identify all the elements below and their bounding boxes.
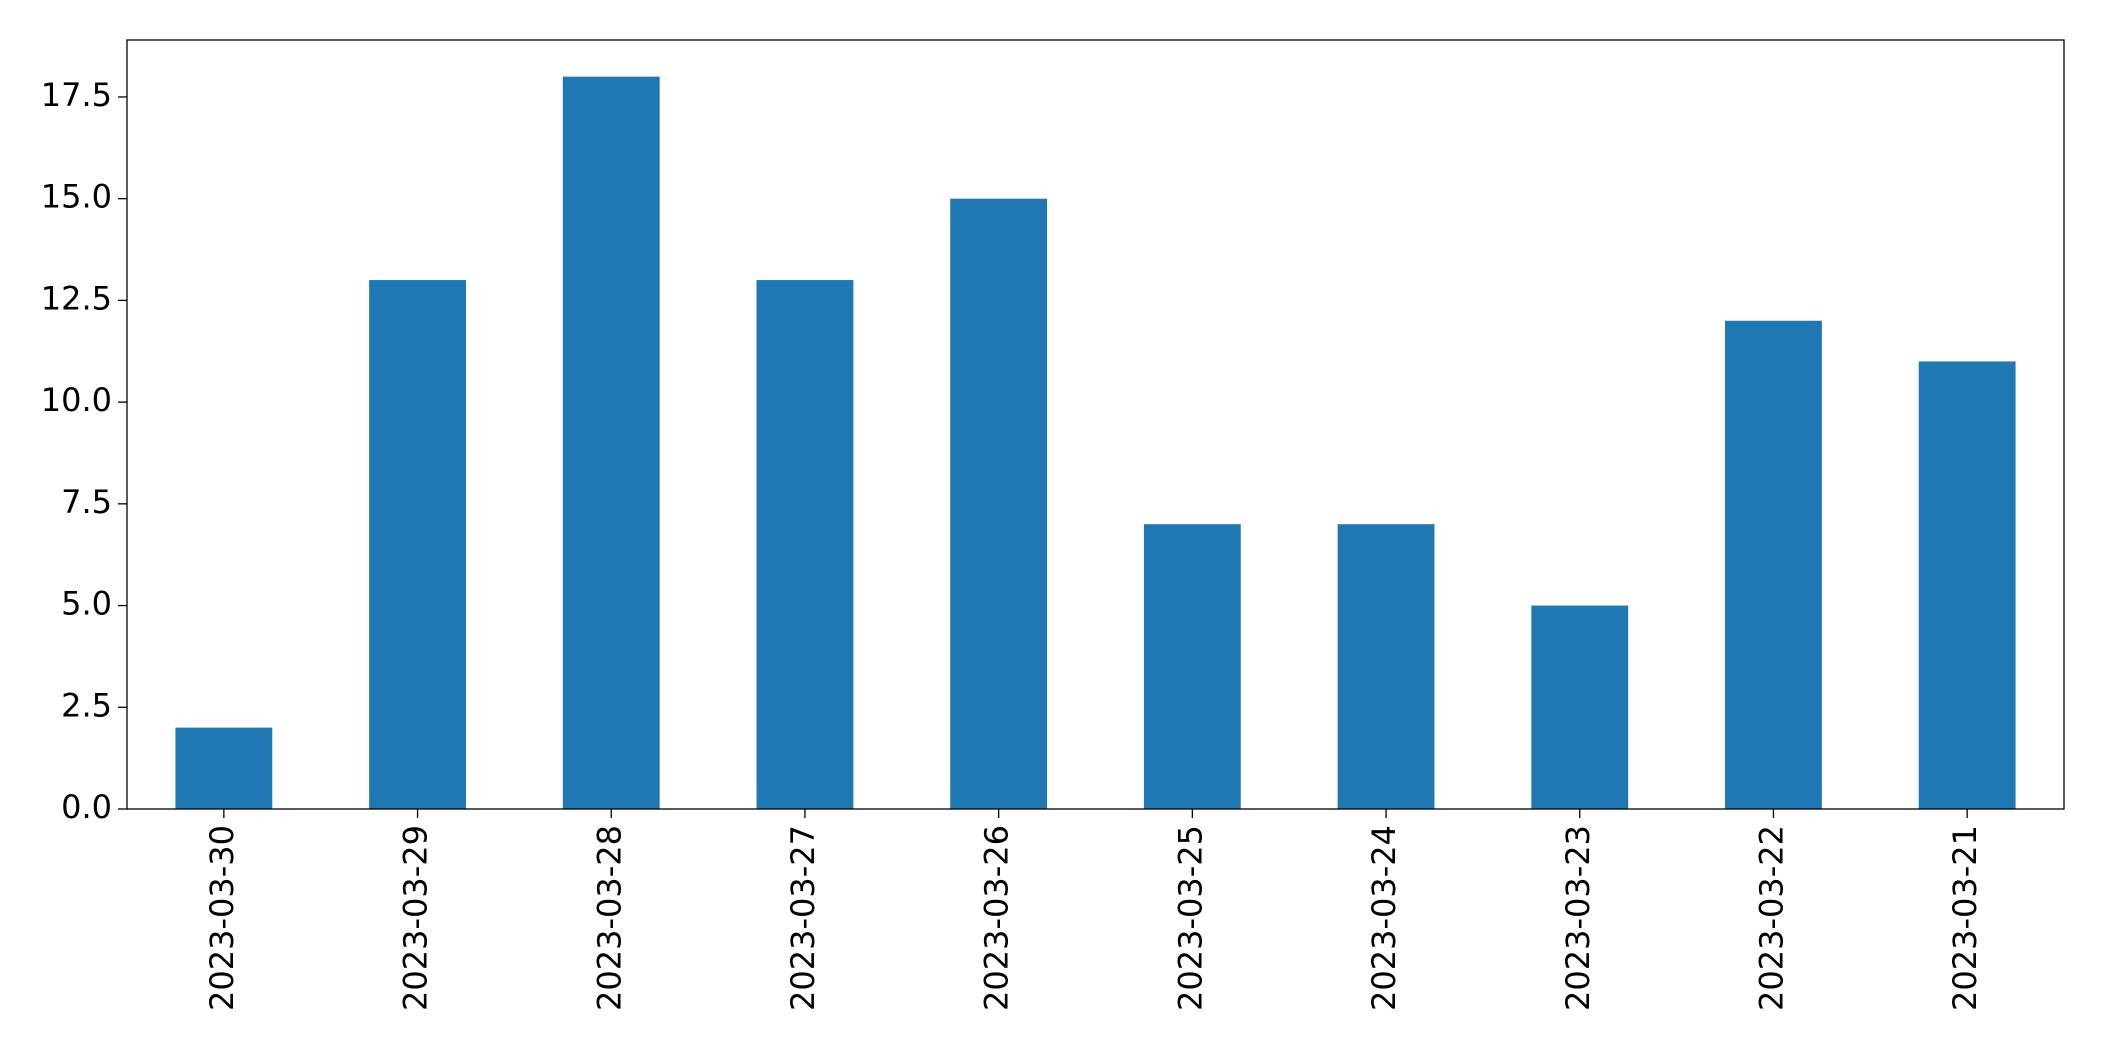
- y-tick-label: 5.0: [61, 585, 112, 623]
- bar: [1143, 524, 1241, 809]
- x-tick-label: 2023-03-23: [1559, 825, 1597, 1011]
- bar: [1337, 524, 1435, 809]
- bar: [756, 280, 854, 809]
- x-tick-label: 2023-03-29: [397, 825, 435, 1011]
- x-tick-label: 2023-03-22: [1752, 825, 1790, 1011]
- y-tick-label: 2.5: [61, 686, 112, 724]
- y-tick-label: 12.5: [41, 279, 112, 317]
- x-tick-label: 2023-03-21: [1946, 825, 1984, 1011]
- x-tick-label: 2023-03-24: [1365, 825, 1403, 1011]
- y-tick-label: 10.0: [41, 381, 112, 419]
- y-tick-label: 0.0: [61, 788, 112, 826]
- x-tick-label: 2023-03-28: [590, 825, 628, 1011]
- x-tick-label: 2023-03-25: [1171, 825, 1209, 1011]
- y-tick-label: 7.5: [61, 483, 112, 521]
- bar: [950, 198, 1048, 809]
- x-tick-label: 2023-03-26: [978, 825, 1016, 1011]
- x-tick-label: 2023-03-30: [203, 825, 241, 1011]
- bar: [1725, 320, 1822, 809]
- x-tick-label: 2023-03-27: [784, 825, 822, 1011]
- bar: [369, 280, 466, 809]
- bar: [1531, 605, 1629, 809]
- bar: [175, 727, 273, 809]
- bar: [1918, 361, 2016, 809]
- y-tick-label: 17.5: [41, 76, 112, 114]
- bar: [562, 76, 660, 810]
- y-tick-label: 15.0: [41, 178, 112, 216]
- plot-frame: [126, 39, 2065, 810]
